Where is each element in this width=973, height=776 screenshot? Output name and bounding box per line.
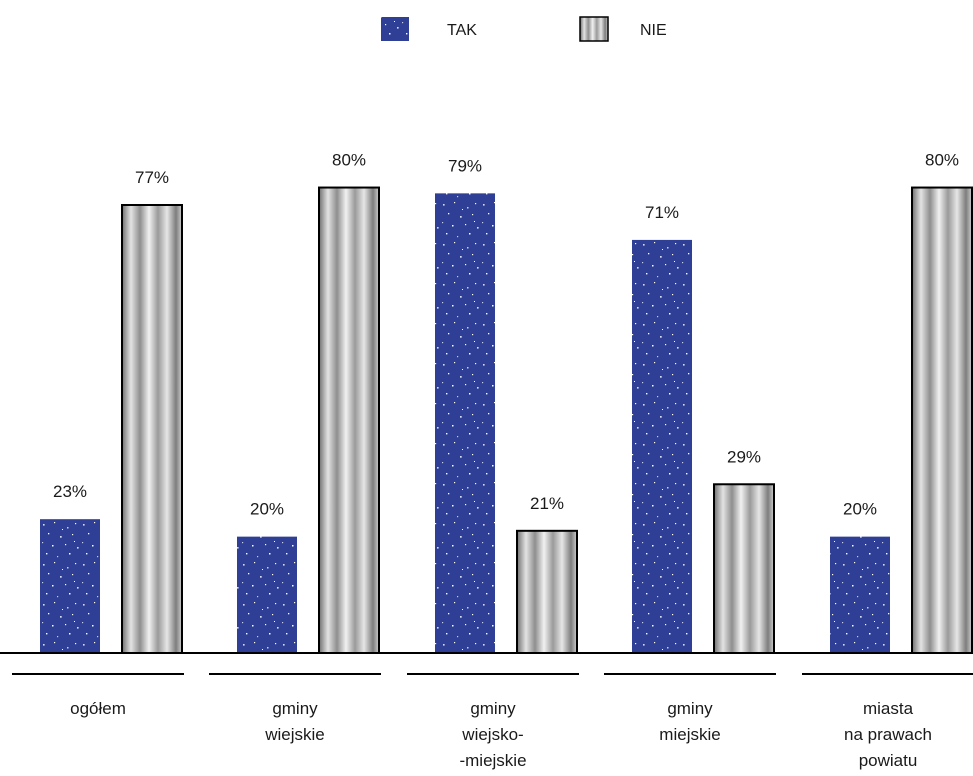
bar-tak-3: [632, 239, 692, 653]
value-label-tak-3: 71%: [645, 203, 679, 222]
category-label-1-line-0: gminy: [272, 699, 318, 718]
value-label-nie-4: 80%: [925, 151, 959, 170]
value-label-nie-0: 77%: [135, 168, 169, 187]
bar-nie-3: [713, 483, 775, 655]
legend-swatch-nie: [579, 16, 609, 42]
legend-label-tak: TAK: [447, 22, 477, 39]
value-label-nie-3: 29%: [727, 447, 761, 466]
bar-nie-0: [121, 204, 183, 654]
category-label-4-line-1: na prawach: [844, 725, 932, 744]
category-axis: ogółem gminy wiejskie gminy wiejsko- -miejski…: [12, 673, 973, 770]
legend-swatch-tak: [381, 17, 409, 41]
value-label-tak-0: 23%: [53, 482, 87, 501]
bars: [40, 186, 973, 655]
category-label-3-line-0: gminy: [667, 699, 713, 718]
category-label-1-line-1: wiejskie: [264, 725, 325, 744]
legend: TAK NIE: [381, 16, 667, 42]
category-label-0-line-0: ogółem: [70, 699, 126, 718]
bar-nie-4: [911, 186, 973, 655]
bar-nie-1: [318, 186, 380, 655]
value-label-nie-1: 80%: [332, 151, 366, 170]
bar-nie-2: [516, 529, 578, 654]
value-label-tak-4: 20%: [843, 500, 877, 519]
category-label-2-line-2: -miejskie: [459, 751, 526, 770]
value-label-tak-2: 79%: [448, 156, 482, 175]
category-label-2-line-0: gminy: [470, 699, 516, 718]
category-label-4-line-0: miasta: [863, 699, 914, 718]
value-label-nie-2: 21%: [530, 494, 564, 513]
bar-tak-0: [40, 519, 100, 653]
bar-tak-1: [237, 536, 297, 653]
category-label-4-line-2: powiatu: [859, 751, 918, 770]
category-label-2-line-1: wiejsko-: [461, 725, 523, 744]
bar-tak-4: [830, 536, 890, 653]
value-label-tak-1: 20%: [250, 500, 284, 519]
value-labels: 23% 77% 20% 80% 79% 21% 71% 29% 20% 80%: [53, 151, 959, 519]
category-label-3-line-1: miejskie: [659, 725, 720, 744]
bar-tak-2: [435, 193, 495, 653]
legend-label-nie: NIE: [640, 22, 667, 39]
